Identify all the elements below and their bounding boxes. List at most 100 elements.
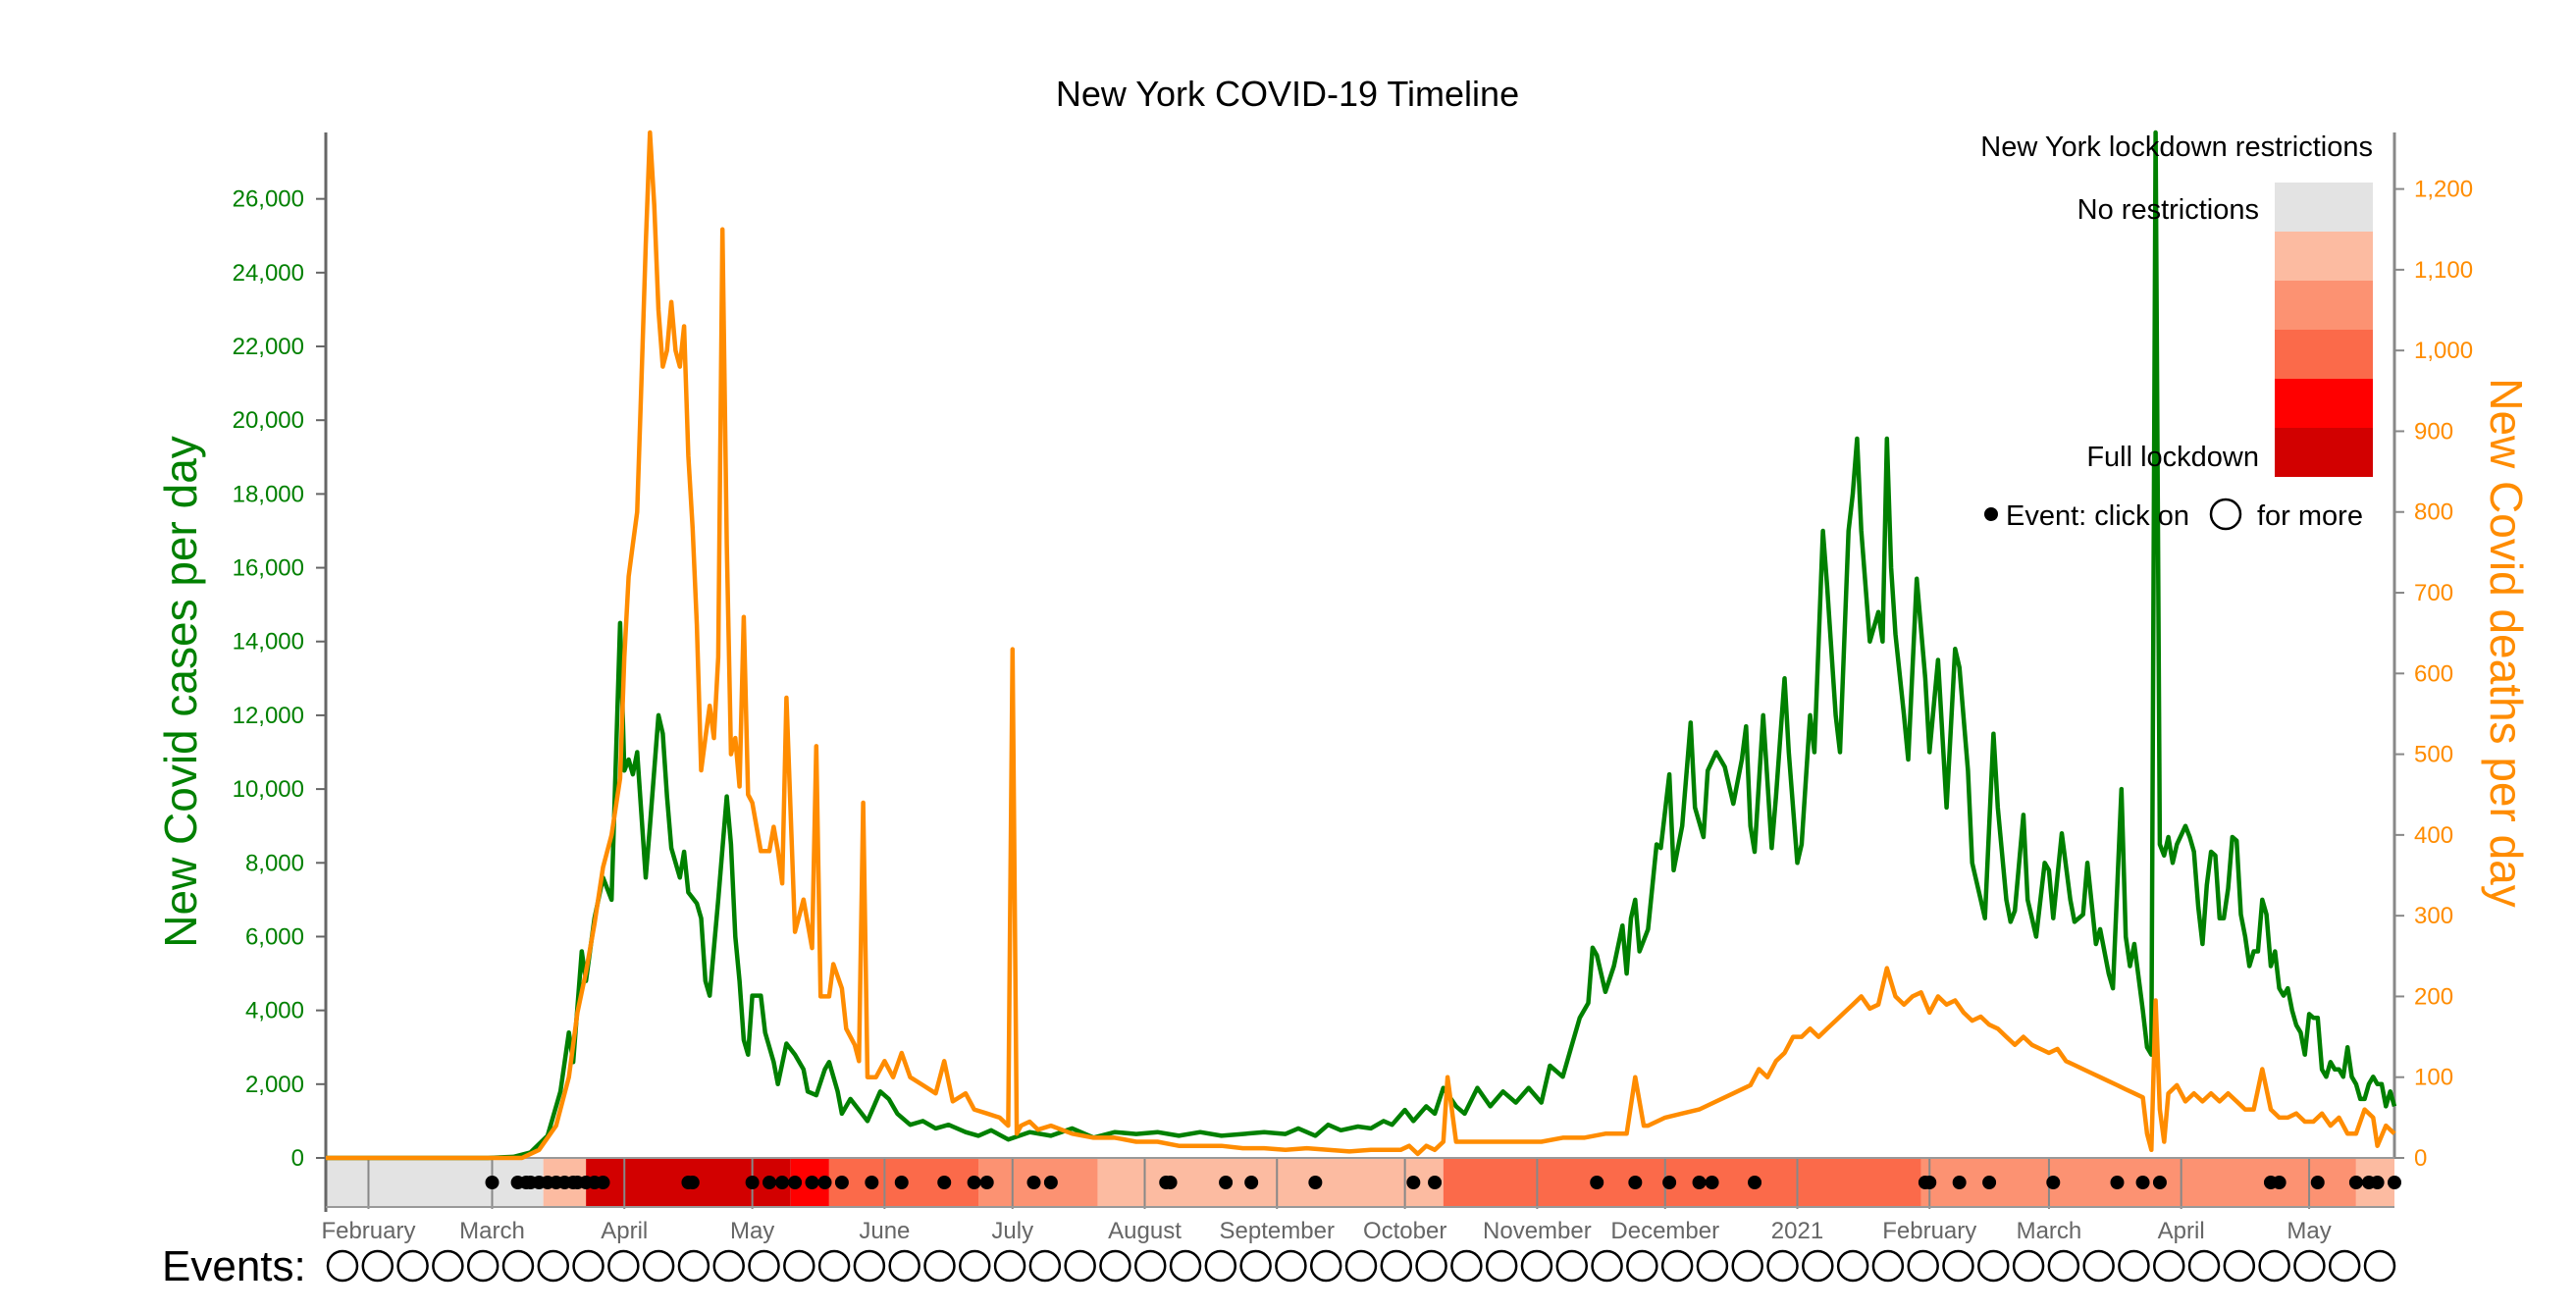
event-button[interactable]	[888, 1249, 920, 1283]
event-dot[interactable]	[894, 1176, 909, 1189]
event-dot[interactable]	[1952, 1176, 1967, 1189]
event-dot[interactable]	[865, 1176, 879, 1189]
event-button[interactable]	[1344, 1249, 1378, 1283]
event-dot[interactable]	[2370, 1176, 2385, 1189]
event-dot[interactable]	[1705, 1176, 1719, 1189]
event-dot[interactable]	[1692, 1176, 1707, 1189]
event-button[interactable]	[2118, 1249, 2150, 1283]
event-dot[interactable]	[2135, 1176, 2150, 1189]
event-dot[interactable]	[2272, 1176, 2287, 1189]
event-button[interactable]	[1485, 1249, 1518, 1283]
event-button[interactable]	[1028, 1249, 1062, 1283]
event-button[interactable]	[712, 1249, 745, 1283]
event-dot[interactable]	[596, 1176, 610, 1189]
event-dot[interactable]	[1982, 1176, 1997, 1189]
event-button[interactable]	[853, 1249, 886, 1283]
event-button[interactable]	[2047, 1249, 2080, 1283]
event-button[interactable]	[2328, 1249, 2361, 1283]
event-button[interactable]	[361, 1249, 394, 1283]
event-dot[interactable]	[2388, 1176, 2401, 1189]
event-dot[interactable]	[1748, 1176, 1762, 1189]
event-dot[interactable]	[834, 1176, 849, 1189]
event-button[interactable]	[2187, 1249, 2221, 1283]
event-dot[interactable]	[967, 1176, 981, 1189]
event-dot[interactable]	[1628, 1176, 1643, 1189]
event-dot[interactable]	[2110, 1176, 2125, 1189]
event-button[interactable]	[1204, 1249, 1237, 1283]
event-dot[interactable]	[2310, 1176, 2325, 1189]
event-button[interactable]	[642, 1249, 675, 1283]
event-dot[interactable]	[1662, 1176, 1677, 1189]
event-dot[interactable]	[1308, 1176, 1323, 1189]
event-button[interactable]	[923, 1249, 956, 1283]
event-button[interactable]	[1064, 1249, 1096, 1283]
event-button[interactable]	[1626, 1249, 1658, 1283]
event-button[interactable]	[1977, 1249, 2010, 1283]
event-dot[interactable]	[485, 1176, 499, 1189]
event-button[interactable]	[1871, 1249, 1905, 1283]
event-button[interactable]	[2258, 1249, 2290, 1283]
event-button[interactable]	[1766, 1249, 1799, 1283]
event-dot[interactable]	[2046, 1176, 2061, 1189]
event-dot[interactable]	[2152, 1176, 2167, 1189]
event-button[interactable]	[572, 1249, 605, 1283]
event-dot[interactable]	[1406, 1176, 1421, 1189]
event-button[interactable]	[2082, 1249, 2115, 1283]
event-button[interactable]	[2223, 1249, 2256, 1283]
event-button[interactable]	[783, 1249, 815, 1283]
event-button[interactable]	[959, 1249, 991, 1283]
event-dot[interactable]	[1043, 1176, 1058, 1189]
event-button[interactable]	[1133, 1249, 1167, 1283]
event-dot[interactable]	[1428, 1176, 1443, 1189]
event-button[interactable]	[2363, 1249, 2396, 1283]
event-dot[interactable]	[1219, 1176, 1234, 1189]
event-button[interactable]	[1591, 1249, 1623, 1283]
event-button[interactable]	[1450, 1249, 1483, 1283]
event-button[interactable]	[1169, 1249, 1202, 1283]
event-dot[interactable]	[1590, 1176, 1604, 1189]
event-button[interactable]	[1696, 1249, 1729, 1283]
event-dot[interactable]	[805, 1176, 819, 1189]
event-button[interactable]	[1802, 1249, 1834, 1283]
event-button[interactable]	[1731, 1249, 1763, 1283]
event-button[interactable]	[1555, 1249, 1589, 1283]
event-dot[interactable]	[1163, 1176, 1178, 1189]
event-button[interactable]	[1942, 1249, 1974, 1283]
event-button[interactable]	[501, 1249, 535, 1283]
event-button[interactable]	[1415, 1249, 1447, 1283]
event-dot[interactable]	[775, 1176, 790, 1189]
event-dot[interactable]	[1026, 1176, 1041, 1189]
event-button[interactable]	[677, 1249, 710, 1283]
event-dot[interactable]	[745, 1176, 760, 1189]
event-dot[interactable]	[762, 1176, 777, 1189]
event-button[interactable]	[1380, 1249, 1413, 1283]
event-button[interactable]	[607, 1249, 640, 1283]
event-dot[interactable]	[788, 1176, 803, 1189]
event-dot[interactable]	[1244, 1176, 1259, 1189]
event-button[interactable]	[817, 1249, 851, 1283]
event-button[interactable]	[1239, 1249, 1272, 1283]
event-dot[interactable]	[937, 1176, 952, 1189]
event-dot[interactable]	[979, 1176, 994, 1189]
event-dot[interactable]	[817, 1176, 832, 1189]
event-button[interactable]	[396, 1249, 429, 1283]
event-dot[interactable]	[2348, 1176, 2363, 1189]
event-button[interactable]	[1660, 1249, 1694, 1283]
event-button[interactable]	[326, 1249, 359, 1283]
event-button[interactable]	[1099, 1249, 1131, 1283]
event-button[interactable]	[2012, 1249, 2045, 1283]
event-dot[interactable]	[1922, 1176, 1937, 1189]
event-button[interactable]	[537, 1249, 570, 1283]
event-button[interactable]	[432, 1249, 464, 1283]
event-button[interactable]	[993, 1249, 1026, 1283]
event-button[interactable]	[1836, 1249, 1869, 1283]
event-button[interactable]	[1907, 1249, 1939, 1283]
event-button[interactable]	[1309, 1249, 1342, 1283]
event-button[interactable]	[748, 1249, 780, 1283]
event-dot[interactable]	[685, 1176, 700, 1189]
event-button[interactable]	[2293, 1249, 2326, 1283]
event-button[interactable]	[2152, 1249, 2185, 1283]
event-button[interactable]	[466, 1249, 499, 1283]
event-button[interactable]	[1275, 1249, 1307, 1283]
event-button[interactable]	[1520, 1249, 1553, 1283]
